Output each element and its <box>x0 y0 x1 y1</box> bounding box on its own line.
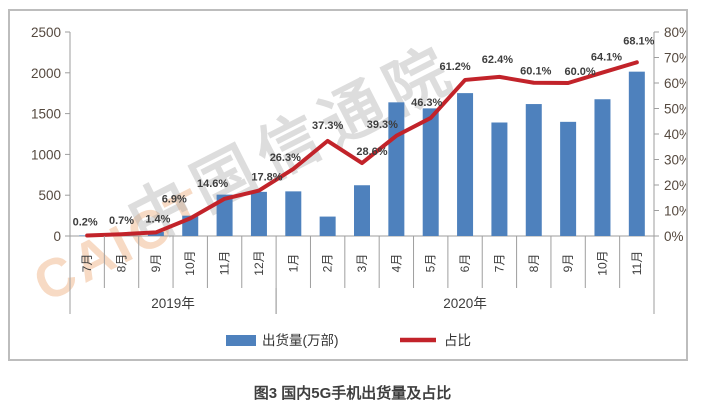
shipment-bar <box>319 216 336 236</box>
left-axis-tick-label: 2500 <box>31 25 61 40</box>
category-label-month: 6月 <box>458 254 472 273</box>
category-label-month: 9月 <box>561 254 575 273</box>
left-axis-tick-label: 1500 <box>31 107 61 122</box>
legend-label-ratio: 占比 <box>444 333 471 348</box>
ratio-point-label: 0.7% <box>109 215 134 227</box>
ratio-point-label: 46.3% <box>411 97 442 109</box>
shipment-bar <box>422 108 439 236</box>
shipment-bar <box>457 93 474 236</box>
category-label-month: 4月 <box>389 254 403 273</box>
category-label-month: 1月 <box>286 254 300 273</box>
ratio-point-label: 61.2% <box>439 61 470 73</box>
legend-label-shipments: 出货量(万部) <box>262 332 339 348</box>
ratio-point-label: 62.4% <box>482 54 513 66</box>
left-axis-tick-label: 2000 <box>31 66 61 81</box>
ratio-line <box>85 60 639 238</box>
left-axis-tick-label: 1000 <box>31 147 61 162</box>
ratio-point-label: 37.3% <box>312 120 343 132</box>
shipment-bar <box>628 71 645 237</box>
right-axis-tick-label: 30% <box>664 153 686 168</box>
ratio-point-label: 60.0% <box>565 66 596 78</box>
shipment-bar <box>594 99 611 236</box>
ratio-point-label: 68.1% <box>623 35 654 47</box>
figure-caption: 图3 国内5G手机出货量及占比 <box>253 385 452 402</box>
right-axis-tick-label: 60% <box>664 76 686 91</box>
shipment-bar <box>285 191 302 236</box>
shipments-ratio-chart: 2500 2000 1500 1000 500 0 80% 70% 60% 50% 40% 30% 20… <box>31 25 686 348</box>
shipment-bar <box>525 104 542 237</box>
ratio-point-label: 39.3% <box>367 119 398 131</box>
ratio-point-label: 0.2% <box>73 216 98 228</box>
category-label-month: 10月 <box>595 250 609 275</box>
legend-swatch-bars <box>226 335 256 346</box>
right-axis-tick-label: 20% <box>664 178 686 193</box>
shipment-bar <box>354 185 370 236</box>
category-label-month: 10月 <box>183 250 197 275</box>
category-label-month: 7月 <box>492 254 506 273</box>
category-label-month: 7月 <box>80 254 94 273</box>
chart-panel: CAICT 中国信通院 2500200015001000500080%70%60… <box>8 9 688 361</box>
category-label-year: 2020年 <box>443 296 487 311</box>
ratio-point-label: 17.8% <box>251 172 282 184</box>
right-axis-tick-label: 70% <box>664 51 686 66</box>
category-label-month: 8月 <box>527 254 541 273</box>
category-label-month: 11月 <box>218 251 232 275</box>
ratio-point-label: 1.4% <box>145 213 170 225</box>
category-label-month: 8月 <box>115 254 129 273</box>
ratio-point-label: 26.3% <box>270 152 301 164</box>
left-axis-tick-label: 0 <box>53 229 61 244</box>
shipment-bar <box>216 194 233 236</box>
right-axis-tick-label: 10% <box>664 204 686 219</box>
category-label-month: 12月 <box>252 250 266 275</box>
right-axis-tick-label: 80% <box>664 25 686 40</box>
right-axis-tick-label: 0% <box>664 229 684 244</box>
left-axis-tick-label: 500 <box>38 188 61 203</box>
right-axis-tick-label: 50% <box>664 102 686 117</box>
shipment-bar <box>250 191 267 236</box>
ratio-point-label: 28.6% <box>356 146 387 158</box>
ratio-point-label: 14.6% <box>197 178 228 190</box>
ratio-point-label: 6.9% <box>162 193 187 205</box>
shipment-bar <box>491 122 508 236</box>
category-label-month: 9月 <box>149 254 163 273</box>
category-label-month: 2月 <box>321 254 335 273</box>
category-label-year: 2019年 <box>151 296 195 311</box>
category-label-month: 11月 <box>630 251 644 275</box>
ratio-point-label: 64.1% <box>591 52 622 64</box>
right-axis-tick-label: 40% <box>664 127 686 142</box>
shipment-bar <box>560 121 577 236</box>
category-label-month: 5月 <box>424 254 438 273</box>
category-label-month: 3月 <box>355 254 369 273</box>
ratio-point-label: 60.1% <box>520 66 551 78</box>
